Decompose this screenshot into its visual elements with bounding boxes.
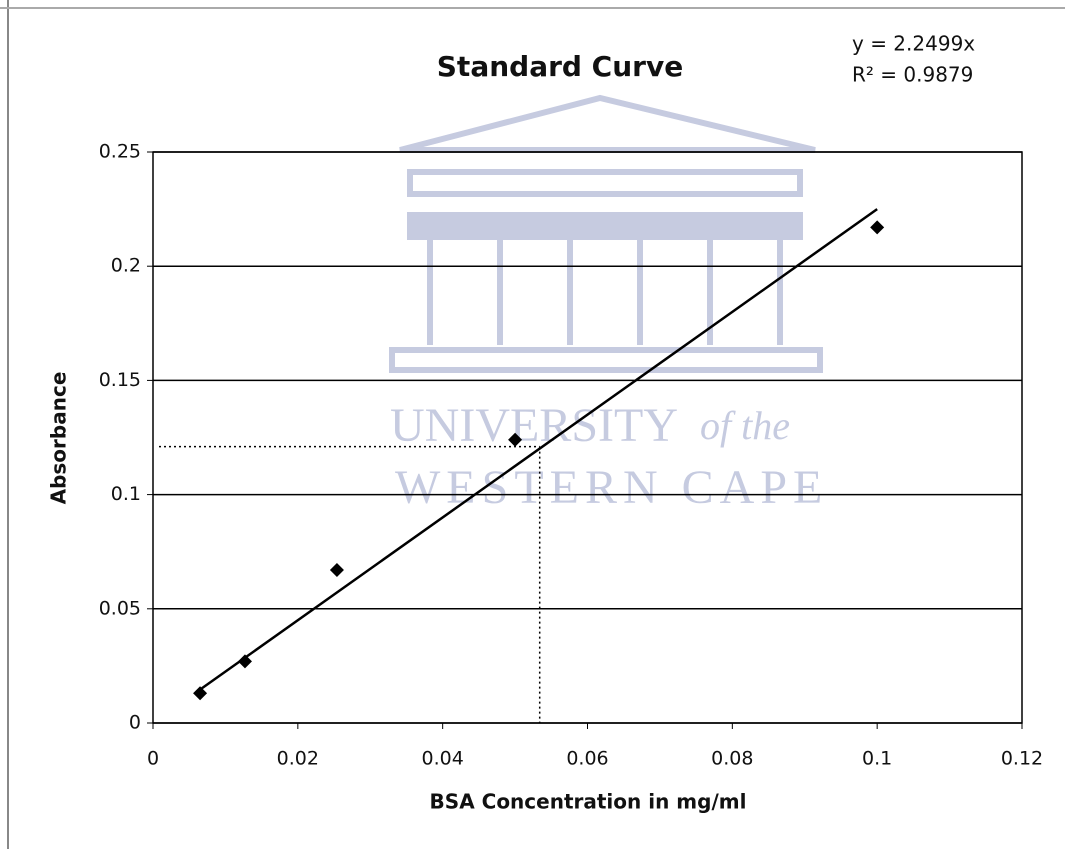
watermark-text: of the	[700, 403, 790, 448]
watermark-logo	[389, 94, 823, 373]
y-tick-label: 0.25	[99, 141, 141, 163]
y-tick-label: 0.2	[111, 255, 141, 277]
data-point	[508, 432, 523, 447]
watermark-text: WESTERN CAPE	[395, 461, 828, 514]
y-axis-label: Absorbance	[47, 372, 71, 505]
x-axis-label: BSA Concentration in mg/ml	[430, 790, 747, 814]
y-tick-label: 0	[129, 712, 141, 734]
trendline-equation: y = 2.2499x	[852, 32, 975, 56]
r-squared: R² = 0.9879	[852, 63, 973, 87]
x-tick-label: 0.1	[862, 748, 892, 770]
y-tick-label: 0.1	[111, 483, 141, 505]
chart-title: Standard Curve	[437, 50, 683, 83]
logo-frieze	[407, 169, 803, 197]
data-point	[329, 562, 344, 577]
data-point	[193, 686, 208, 701]
logo-base	[389, 347, 823, 373]
y-tick-label: 0.15	[99, 369, 141, 391]
trendline	[195, 208, 878, 694]
logo-pediment	[399, 94, 816, 153]
watermark-text: UNIVERSITY	[390, 399, 678, 452]
x-tick-label: 0.04	[422, 748, 464, 770]
data-point	[237, 654, 252, 669]
x-tick-label: 0.12	[1001, 748, 1043, 770]
y-tick-label: 0.05	[99, 597, 141, 619]
x-tick-label: 0	[147, 748, 159, 770]
x-tick-label: 0.08	[711, 748, 753, 770]
x-tick-label: 0.02	[277, 748, 319, 770]
logo-beam	[407, 212, 803, 240]
data-point	[870, 220, 885, 235]
x-tick-label: 0.06	[566, 748, 608, 770]
